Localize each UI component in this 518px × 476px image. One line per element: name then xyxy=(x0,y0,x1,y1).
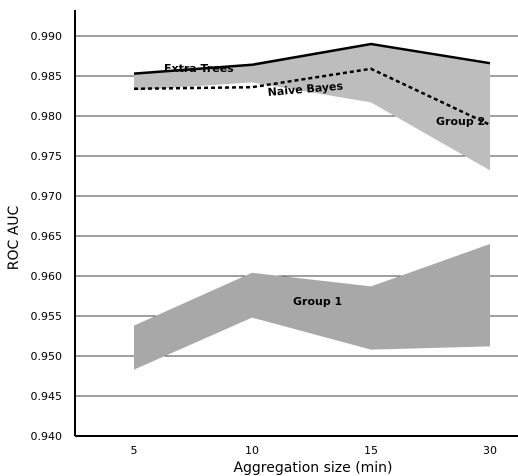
x-tick-label: 15 xyxy=(364,444,378,457)
y-tick-label: 0.970 xyxy=(31,190,63,203)
bands xyxy=(134,44,490,370)
y-tick-label: 0.975 xyxy=(31,150,63,163)
band-group-1 xyxy=(134,244,490,370)
axes xyxy=(74,10,518,437)
y-tick-label: 0.950 xyxy=(31,350,63,363)
y-tick-label: 0.980 xyxy=(31,110,63,123)
x-axis-title: Aggregation size (min) xyxy=(233,460,392,476)
series-line-naive-bayes xyxy=(133,67,491,126)
y-tick-label: 0.990 xyxy=(31,30,63,43)
y-tick-label: 0.940 xyxy=(31,430,63,443)
band-label-group-2: Group 2 xyxy=(436,115,485,128)
tick-labels: 0.940 0.945 0.950 0.955 0.960 0.965 0.970 0.975… xyxy=(31,30,498,457)
series-label-extra-trees: Extra Trees xyxy=(164,62,234,75)
x-tick-label: 30 xyxy=(483,444,497,457)
y-tick-label: 0.965 xyxy=(31,230,63,243)
y-tick-label: 0.955 xyxy=(31,310,63,323)
series-line-extra-trees xyxy=(133,42,491,75)
y-tick-label: 0.945 xyxy=(31,390,63,403)
series-lines xyxy=(133,42,491,126)
y-tick-label: 0.960 xyxy=(31,270,63,283)
band-group-2 xyxy=(134,44,490,171)
y-axis-title: ROC AUC xyxy=(6,205,22,270)
x-tick-label: 5 xyxy=(131,444,138,457)
x-tick-label: 10 xyxy=(245,444,259,457)
y-tick-label: 0.985 xyxy=(31,70,63,83)
band-label-group-1: Group 1 xyxy=(293,295,342,308)
